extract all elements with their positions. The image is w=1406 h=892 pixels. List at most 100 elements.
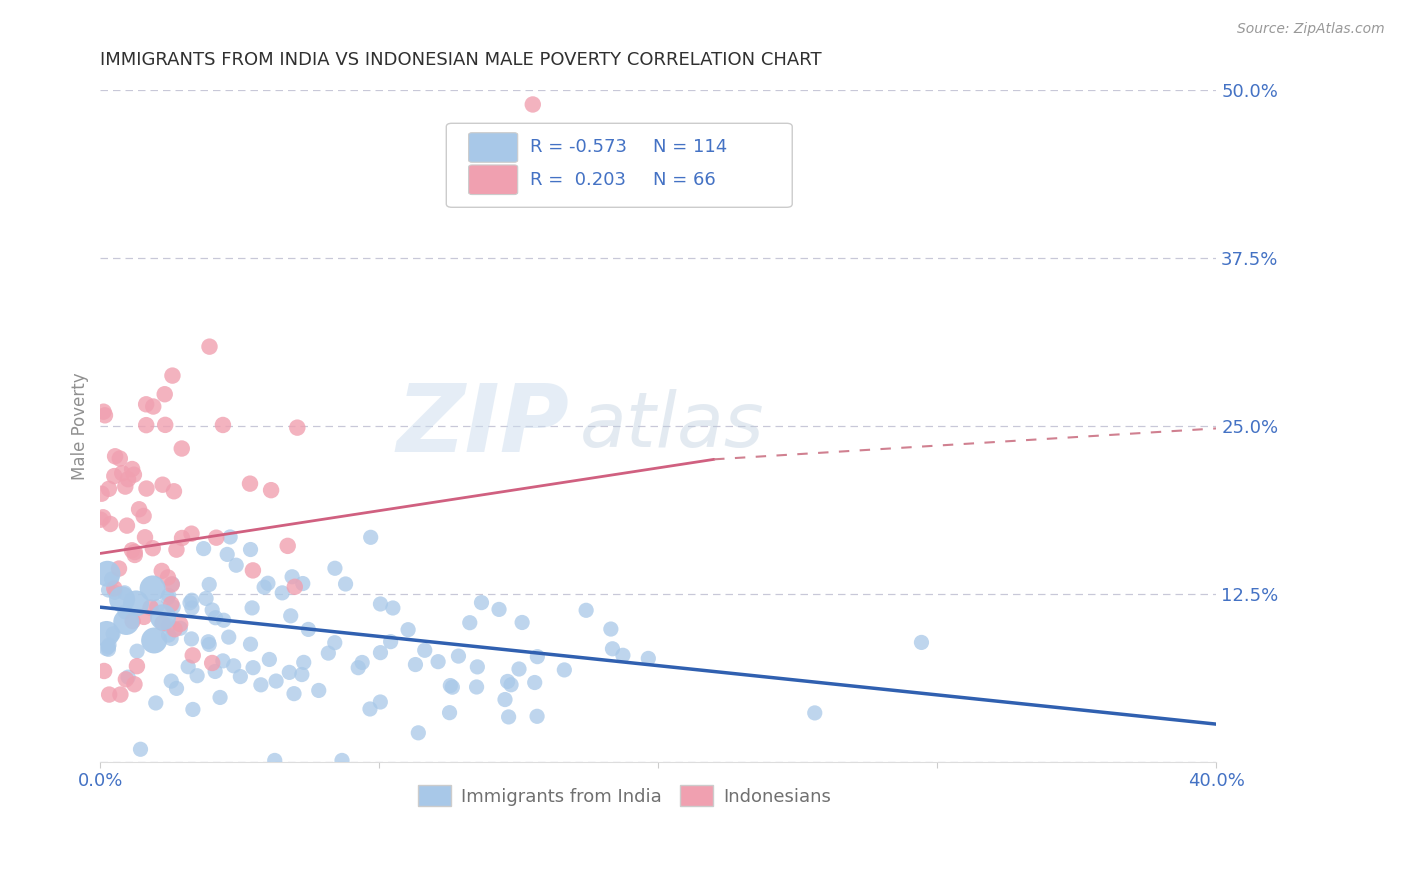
Point — [201, 656, 224, 670]
Point — [135, 418, 157, 433]
Point — [280, 608, 302, 623]
Point — [381, 601, 404, 615]
Point — [152, 477, 174, 491]
Point — [162, 577, 184, 591]
Point — [526, 649, 548, 664]
Point — [242, 661, 264, 675]
Point — [155, 417, 177, 432]
Point — [198, 577, 221, 591]
FancyBboxPatch shape — [468, 165, 517, 194]
Point — [181, 648, 204, 663]
Point — [335, 577, 357, 591]
Point — [347, 661, 370, 675]
Point — [163, 484, 186, 499]
Point — [291, 576, 314, 591]
Point — [115, 615, 138, 629]
Point — [128, 502, 150, 516]
Point — [163, 622, 186, 636]
Point — [488, 602, 510, 616]
Point — [150, 564, 173, 578]
Point — [263, 753, 285, 767]
Point — [143, 633, 166, 648]
Text: N = 114: N = 114 — [652, 138, 727, 156]
Point — [179, 596, 201, 610]
Point — [135, 482, 157, 496]
Point — [186, 669, 208, 683]
Point — [352, 656, 374, 670]
Point — [169, 617, 191, 632]
Point — [404, 657, 426, 672]
Y-axis label: Male Poverty: Male Poverty — [72, 372, 89, 480]
Point — [156, 570, 179, 584]
Point — [239, 476, 262, 491]
Point — [205, 531, 228, 545]
Legend: Immigrants from India, Indonesians: Immigrants from India, Indonesians — [411, 778, 839, 814]
Point — [108, 561, 131, 575]
Point — [142, 541, 165, 556]
Point — [90, 486, 112, 500]
Point — [111, 592, 134, 607]
Point — [803, 706, 825, 720]
Point — [180, 601, 202, 615]
Point — [160, 674, 183, 689]
Point — [146, 599, 169, 614]
Point — [98, 516, 121, 531]
FancyBboxPatch shape — [468, 133, 517, 162]
Point — [441, 680, 464, 694]
Point — [97, 642, 120, 657]
Point — [124, 545, 146, 559]
Point — [271, 586, 294, 600]
Point — [166, 681, 188, 696]
Point — [277, 539, 299, 553]
Point — [212, 417, 235, 432]
Point — [439, 679, 461, 693]
Point — [526, 709, 548, 723]
Point — [212, 613, 235, 627]
Point — [104, 450, 127, 464]
Point — [93, 405, 115, 419]
Point — [284, 580, 307, 594]
Point — [250, 678, 273, 692]
Point — [90, 513, 112, 527]
Point — [523, 675, 546, 690]
Point — [124, 677, 146, 691]
Point — [323, 561, 346, 575]
Point — [281, 570, 304, 584]
Point — [323, 635, 346, 649]
Point — [204, 665, 226, 679]
Point — [125, 596, 148, 610]
Point — [292, 656, 315, 670]
Point — [498, 710, 520, 724]
Point — [496, 674, 519, 689]
Point — [156, 591, 179, 605]
Point — [145, 696, 167, 710]
Point — [98, 688, 121, 702]
Point — [166, 542, 188, 557]
Point — [108, 451, 131, 466]
Point — [181, 702, 204, 716]
Point — [209, 690, 232, 705]
Point — [218, 630, 240, 644]
Point — [602, 641, 624, 656]
Point — [115, 518, 138, 533]
Point — [129, 742, 152, 756]
Point — [285, 420, 308, 434]
Point — [157, 588, 180, 602]
Point — [96, 566, 118, 581]
Point — [599, 622, 621, 636]
Point — [204, 611, 226, 625]
Point — [318, 646, 340, 660]
Point — [447, 649, 470, 664]
Point — [508, 662, 530, 676]
Point — [180, 593, 202, 607]
Text: ZIP: ZIP — [396, 380, 569, 472]
Point — [637, 651, 659, 665]
Point — [160, 577, 183, 591]
Text: IMMIGRANTS FROM INDIA VS INDONESIAN MALE POVERTY CORRELATION CHART: IMMIGRANTS FROM INDIA VS INDONESIAN MALE… — [100, 51, 823, 69]
Point — [97, 582, 120, 597]
Point — [153, 387, 176, 401]
Point — [360, 530, 382, 544]
Point — [283, 687, 305, 701]
Point — [114, 479, 136, 493]
Point — [240, 601, 263, 615]
